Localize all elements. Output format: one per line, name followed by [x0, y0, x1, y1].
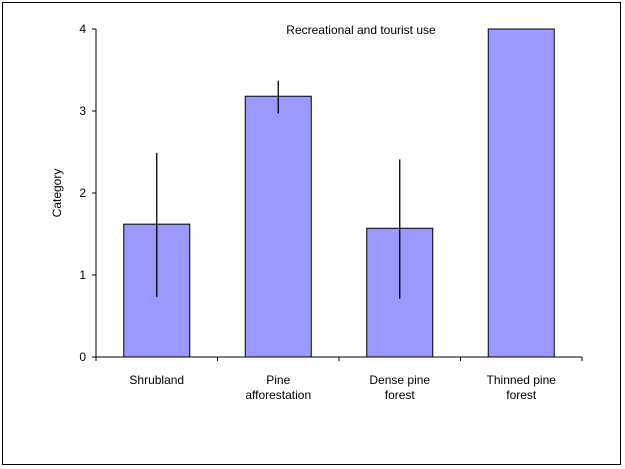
- x-tick-label-1: Pine afforestation: [245, 373, 311, 402]
- plot-area: 0 1 2 3 4 Shrubland Pine afforestation Dense pin…: [79, 22, 583, 402]
- y-tick-label-4: 4: [79, 22, 86, 36]
- y-tick-label-0: 0: [79, 350, 86, 364]
- y-tick-label-2: 2: [79, 186, 86, 200]
- y-axis-label: Category: [50, 169, 64, 218]
- chart-title: Recreational and tourist use: [286, 23, 436, 37]
- y-tick-label-1: 1: [79, 268, 86, 282]
- x-tick-label-3: Thinned pine forest: [487, 373, 557, 402]
- y-tick-label-3: 3: [79, 104, 86, 118]
- bar-3: [487, 28, 555, 358]
- bar-1: [244, 95, 312, 358]
- x-tick-label-0: Shrubland: [129, 373, 184, 387]
- x-tick-label-2: Dense pine forest: [369, 373, 430, 402]
